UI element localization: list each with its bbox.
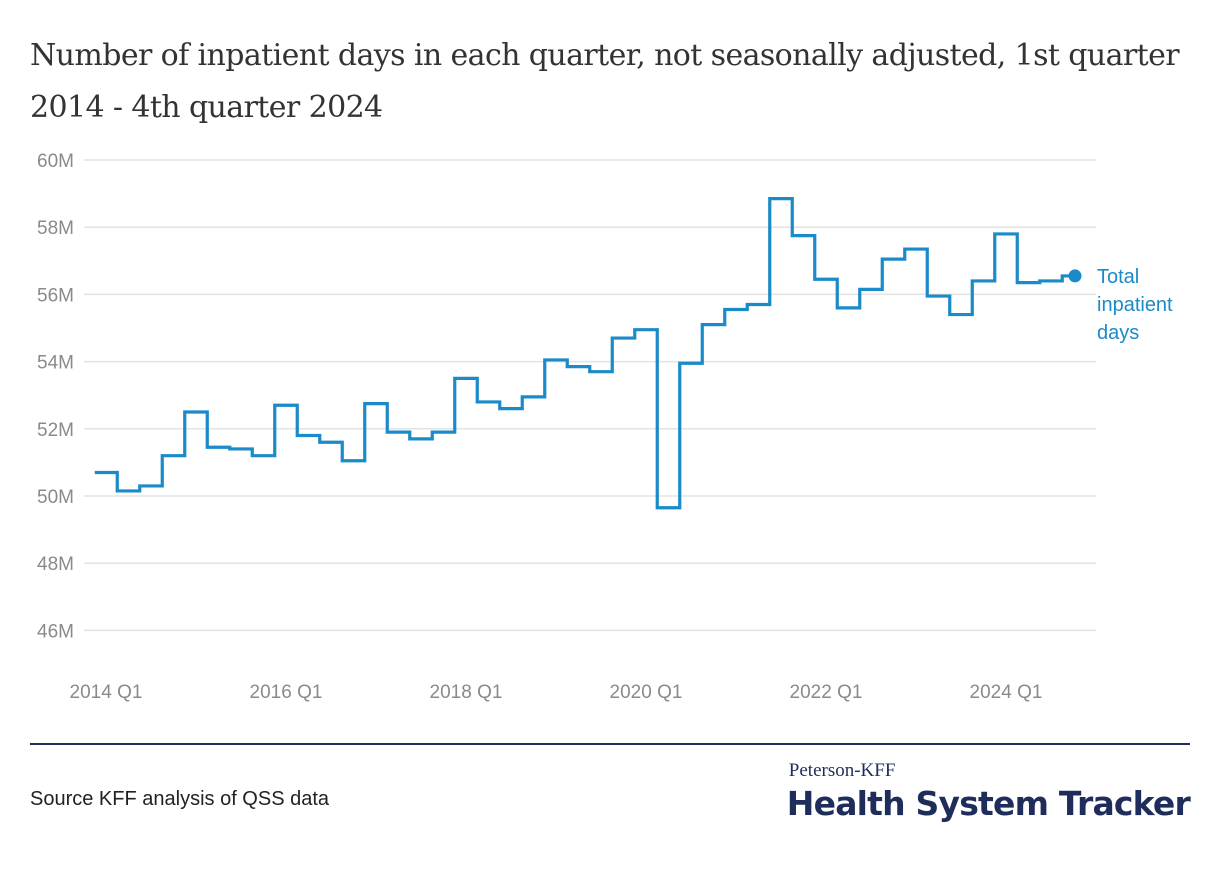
- y-tick-label: 46M: [37, 621, 74, 642]
- y-tick-label: 56M: [37, 285, 74, 306]
- source-note: Source KFF analysis of QSS data: [30, 788, 330, 810]
- footer-divider: [30, 743, 1190, 745]
- grid-lines: [84, 159, 1096, 632]
- x-tick-label: 2014 Q1: [70, 682, 143, 703]
- y-tick-label: 50M: [37, 487, 74, 508]
- x-tick-label: 2018 Q1: [430, 682, 503, 703]
- series-endpoint-marker: [1068, 269, 1082, 283]
- y-tick-label: 58M: [37, 218, 74, 239]
- series-total-inpatient-days: Total inpatient days: [94, 197, 1173, 510]
- x-tick-label: 2022 Q1: [790, 682, 863, 703]
- series-line: [94, 197, 1073, 510]
- y-tick-label: 54M: [37, 353, 74, 374]
- y-axis-tick-labels: 46M 48M 50M 52M 54M 56M 58M 60M: [37, 151, 74, 642]
- y-tick-label: 52M: [37, 420, 74, 441]
- y-tick-label: 60M: [37, 151, 74, 172]
- brand-logo: Peterson-KFF Health System Tracker: [786, 760, 1191, 823]
- y-tick-label: 48M: [37, 554, 74, 575]
- chart-title: Number of inpatient days in each quarter…: [30, 38, 1180, 125]
- x-tick-label: 2016 Q1: [250, 682, 323, 703]
- series-label: Total inpatient days: [1097, 266, 1173, 344]
- x-tick-label: 2024 Q1: [970, 682, 1043, 703]
- x-axis-tick-labels: 2014 Q1 2016 Q1 2018 Q1 2020 Q1 2022 Q1 2024 …: [70, 682, 1043, 703]
- x-tick-label: 2020 Q1: [610, 682, 683, 703]
- brand-logo-main: Health System Tracker: [786, 784, 1191, 823]
- brand-logo-top: Peterson-KFF: [788, 760, 896, 781]
